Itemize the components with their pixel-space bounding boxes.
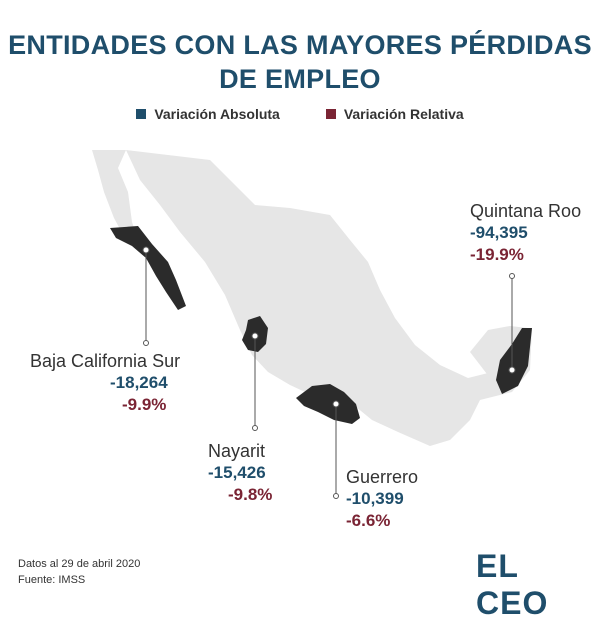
state-name-nayarit: Nayarit	[208, 441, 266, 461]
brand-logo: EL CEO	[476, 548, 549, 621]
state-name-bcs: Baja California Sur	[30, 351, 181, 371]
legend-label-absolute: Variación Absoluta	[154, 106, 280, 122]
mexico-mainland	[126, 150, 532, 446]
relative-value-nayarit: -9.8%	[228, 485, 273, 504]
state-name-guerrero: Guerrero	[346, 467, 419, 487]
relative-value-bcs: -9.9%	[122, 395, 167, 414]
mexico-map	[92, 150, 532, 499]
label-guerrero: Guerrero -10,399 -6.6%	[346, 466, 418, 532]
legend-swatch-absolute	[136, 109, 147, 119]
legend: Variación Absoluta Variación Relativa	[0, 106, 600, 122]
marker-guerrero-end	[333, 493, 339, 499]
relative-value-guerrero: -6.6%	[346, 511, 391, 530]
label-bcs: Baja California Sur -18,264 -9.9%	[30, 350, 180, 416]
footer-notes: Datos al 29 de abril 2020 Fuente: IMSS	[18, 556, 140, 588]
state-shape-guerrero	[296, 384, 360, 424]
legend-item-relative: Variación Relativa	[325, 106, 464, 122]
absolute-value-bcs: -18,264	[110, 373, 168, 392]
marker-qroo-end	[509, 273, 515, 279]
state-shape-qroo	[496, 328, 532, 394]
absolute-value-qroo: -94,395	[470, 223, 528, 242]
marker-nayarit-end	[252, 425, 258, 431]
marker-bcs-end	[143, 340, 149, 346]
absolute-value-nayarit: -15,426	[208, 463, 266, 482]
label-nayarit: Nayarit -15,426 -9.8%	[208, 440, 272, 506]
state-shape-bcs	[110, 226, 186, 310]
legend-label-relative: Variación Relativa	[343, 106, 464, 122]
footer-date: Datos al 29 de abril 2020	[18, 558, 141, 570]
marker-nayarit	[251, 332, 259, 340]
legend-swatch-relative	[325, 109, 336, 119]
title-line-2: DE EMPLEO	[219, 64, 381, 94]
chart-title: ENTIDADES CON LAS MAYORES PÉRDIDAS DE EM…	[0, 28, 600, 96]
marker-bcs	[142, 246, 150, 254]
marker-qroo	[508, 366, 516, 374]
marker-guerrero	[332, 400, 340, 408]
legend-item-absolute: Variación Absoluta	[136, 106, 280, 122]
baja-peninsula	[92, 150, 138, 244]
relative-value-qroo: -19.9%	[470, 245, 524, 264]
yucatan-peninsula	[470, 326, 528, 378]
footer-source: Fuente: IMSS	[18, 574, 86, 586]
absolute-value-guerrero: -10,399	[346, 489, 404, 508]
label-qroo: Quintana Roo -94,395 -19.9%	[470, 200, 581, 266]
title-line-1: ENTIDADES CON LAS MAYORES PÉRDIDAS	[8, 30, 592, 60]
state-name-qroo: Quintana Roo	[470, 201, 582, 221]
